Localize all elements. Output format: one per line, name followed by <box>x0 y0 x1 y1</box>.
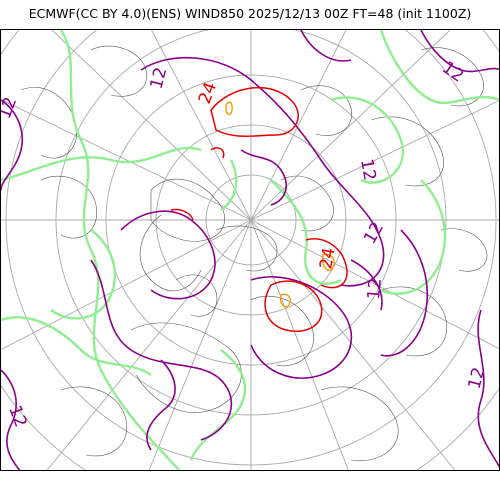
contour-label: 12 <box>438 58 467 87</box>
contour-label: 12 <box>356 157 379 182</box>
contour-labels: 12 12 12 12 12 12 12 12 24 24 <box>1 58 489 430</box>
contour-label: 12 <box>465 365 490 391</box>
map-frame: 12 12 12 12 12 12 12 12 24 24 <box>0 29 500 471</box>
contour-label: 12 <box>147 65 172 91</box>
wind-contours-12 <box>1 30 499 470</box>
contour-label: 12 <box>4 403 30 430</box>
contour-label: 12 <box>364 277 386 300</box>
map-title: ECMWF(CC BY 4.0)(ENS) WIND850 2025/12/13… <box>28 6 472 21</box>
ensemble-spread-contours <box>1 30 499 470</box>
wind-contours-24 <box>170 87 348 332</box>
wind-contours-36 <box>225 101 335 308</box>
contour-label: 12 <box>360 219 388 248</box>
wind850-map: 12 12 12 12 12 12 12 12 24 24 <box>1 30 499 470</box>
contour-label: 24 <box>316 246 339 271</box>
contour-label: 12 <box>1 95 21 122</box>
